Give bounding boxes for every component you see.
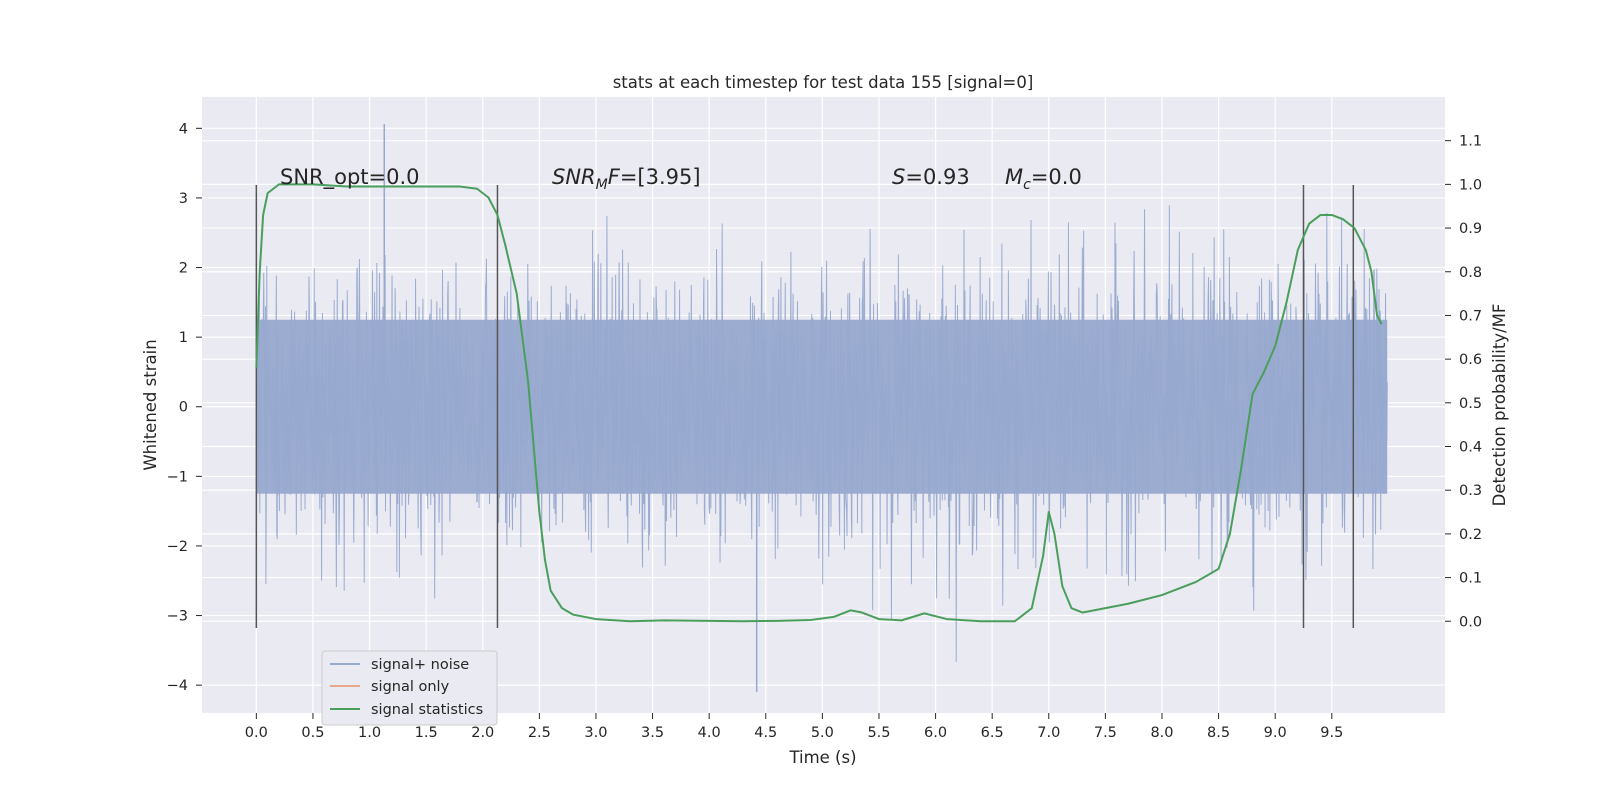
legend: signal+ noise signal only signal statist… <box>321 650 498 726</box>
signal-statistics-line <box>255 183 1383 623</box>
y-right-tick-label: 0.1 <box>1459 571 1482 587</box>
y-tick-label: −4 <box>167 678 188 694</box>
legend-box <box>321 650 498 726</box>
x-tick-label: 6.0 <box>924 725 947 741</box>
annotation-s-value: =0.93 <box>905 165 969 189</box>
y-right-tick-label: 0.5 <box>1459 396 1482 412</box>
y-right-tick-label: 0.9 <box>1459 221 1482 237</box>
chart-title: stats at each timestep for test data 155… <box>613 73 1034 92</box>
x-tick-label: 2.0 <box>471 725 494 741</box>
y-axis-ticks: 4 3 2 1 0 −1 −2 −3 −4 <box>167 121 202 694</box>
y-tick-label: 2 <box>179 261 188 277</box>
x-tick-label: 0.0 <box>245 725 268 741</box>
y-right-tick-label: 0.7 <box>1459 308 1482 324</box>
statistic-series <box>255 183 1383 623</box>
y-axis-right-ticks: 1.1 1.0 0.9 0.8 0.7 0.6 0.5 0.4 0.3 0.2 0.1 0.0 <box>1445 134 1482 630</box>
annotations: SNR_opt=0.0 SNRMF=[3.95] S=0.93 Mc=0.0 <box>280 165 1082 193</box>
x-tick-label: 9.0 <box>1264 725 1287 741</box>
legend-label-signal-only: signal only <box>371 679 450 695</box>
y-tick-label: −2 <box>167 539 188 555</box>
noise-waveform <box>255 205 1388 662</box>
x-tick-label: 8.0 <box>1150 725 1173 741</box>
annotation-s: S=0.93 <box>892 165 970 189</box>
y-right-tick-label: 0.8 <box>1459 265 1482 281</box>
y-right-tick-label: 1.1 <box>1459 134 1482 150</box>
legend-label-signal-statistics: signal statistics <box>371 702 483 718</box>
annotation-snr-opt: SNR_opt=0.0 <box>280 165 420 190</box>
x-axis-label: Time (s) <box>788 748 856 767</box>
noise-series <box>255 124 1388 693</box>
y-right-tick-label: 0.4 <box>1459 440 1482 456</box>
annotation-snr-mf-suffix: F=[3.95] <box>608 165 701 189</box>
y-tick-label: 0 <box>179 400 188 416</box>
vertical-markers <box>255 185 1355 628</box>
x-tick-label: 8.5 <box>1207 725 1230 741</box>
annotation-snr-mf: SNRMF=[3.95] <box>552 165 701 193</box>
x-tick-label: 5.5 <box>867 725 890 741</box>
annotation-mc-value: =0.0 <box>1031 165 1082 189</box>
y-right-tick-label: 0.3 <box>1459 483 1482 499</box>
annotation-snr-mf-sub: M <box>596 177 608 193</box>
y-tick-label: −1 <box>167 469 188 485</box>
y-right-tick-label: 1.0 <box>1459 177 1482 193</box>
annotation-mc-sub: c <box>1023 177 1031 193</box>
annotation-snr-mf-suffix-italic: F <box>608 165 621 189</box>
annotation-mc-name: M <box>1005 165 1023 189</box>
x-tick-label: 1.5 <box>415 725 438 741</box>
y-tick-label: −3 <box>167 609 188 625</box>
x-tick-label: 6.5 <box>981 725 1004 741</box>
x-tick-label: 4.0 <box>698 725 721 741</box>
y-axis-label: Whitened strain <box>141 339 160 470</box>
x-tick-label: 9.5 <box>1320 725 1343 741</box>
annotation-snr-mf-suffix-value: =[3.95] <box>620 165 701 189</box>
y-right-tick-label: 0.2 <box>1459 527 1482 543</box>
x-tick-label: 3.5 <box>641 725 664 741</box>
x-tick-label: 2.5 <box>528 725 551 741</box>
x-tick-label: 0.5 <box>301 725 324 741</box>
y-tick-label: 3 <box>179 191 188 207</box>
y-tick-label: 1 <box>179 330 188 346</box>
y-tick-label: 4 <box>179 121 188 137</box>
annotation-mc: Mc=0.0 <box>1005 165 1082 193</box>
y-axis-right-label: Detection probability/MF <box>1490 304 1509 507</box>
y-right-tick-label: 0.6 <box>1459 352 1482 368</box>
x-tick-label: 1.0 <box>358 725 381 741</box>
x-axis-ticks: 0.0 0.5 1.0 1.5 2.0 2.5 3.0 3.5 4.0 4.5 5.0 5.5 6.0 6… <box>245 713 1343 741</box>
x-tick-label: 4.5 <box>754 725 777 741</box>
x-tick-label: 3.0 <box>584 725 607 741</box>
legend-label-signal-noise: signal+ noise <box>371 657 469 673</box>
annotation-snr-mf-prefix: SNR <box>552 165 596 189</box>
x-tick-label: 7.0 <box>1037 725 1060 741</box>
x-tick-label: 5.0 <box>811 725 834 741</box>
x-tick-label: 7.5 <box>1094 725 1117 741</box>
y-right-tick-label: 0.0 <box>1459 614 1482 630</box>
annotation-s-name: S <box>892 165 905 189</box>
